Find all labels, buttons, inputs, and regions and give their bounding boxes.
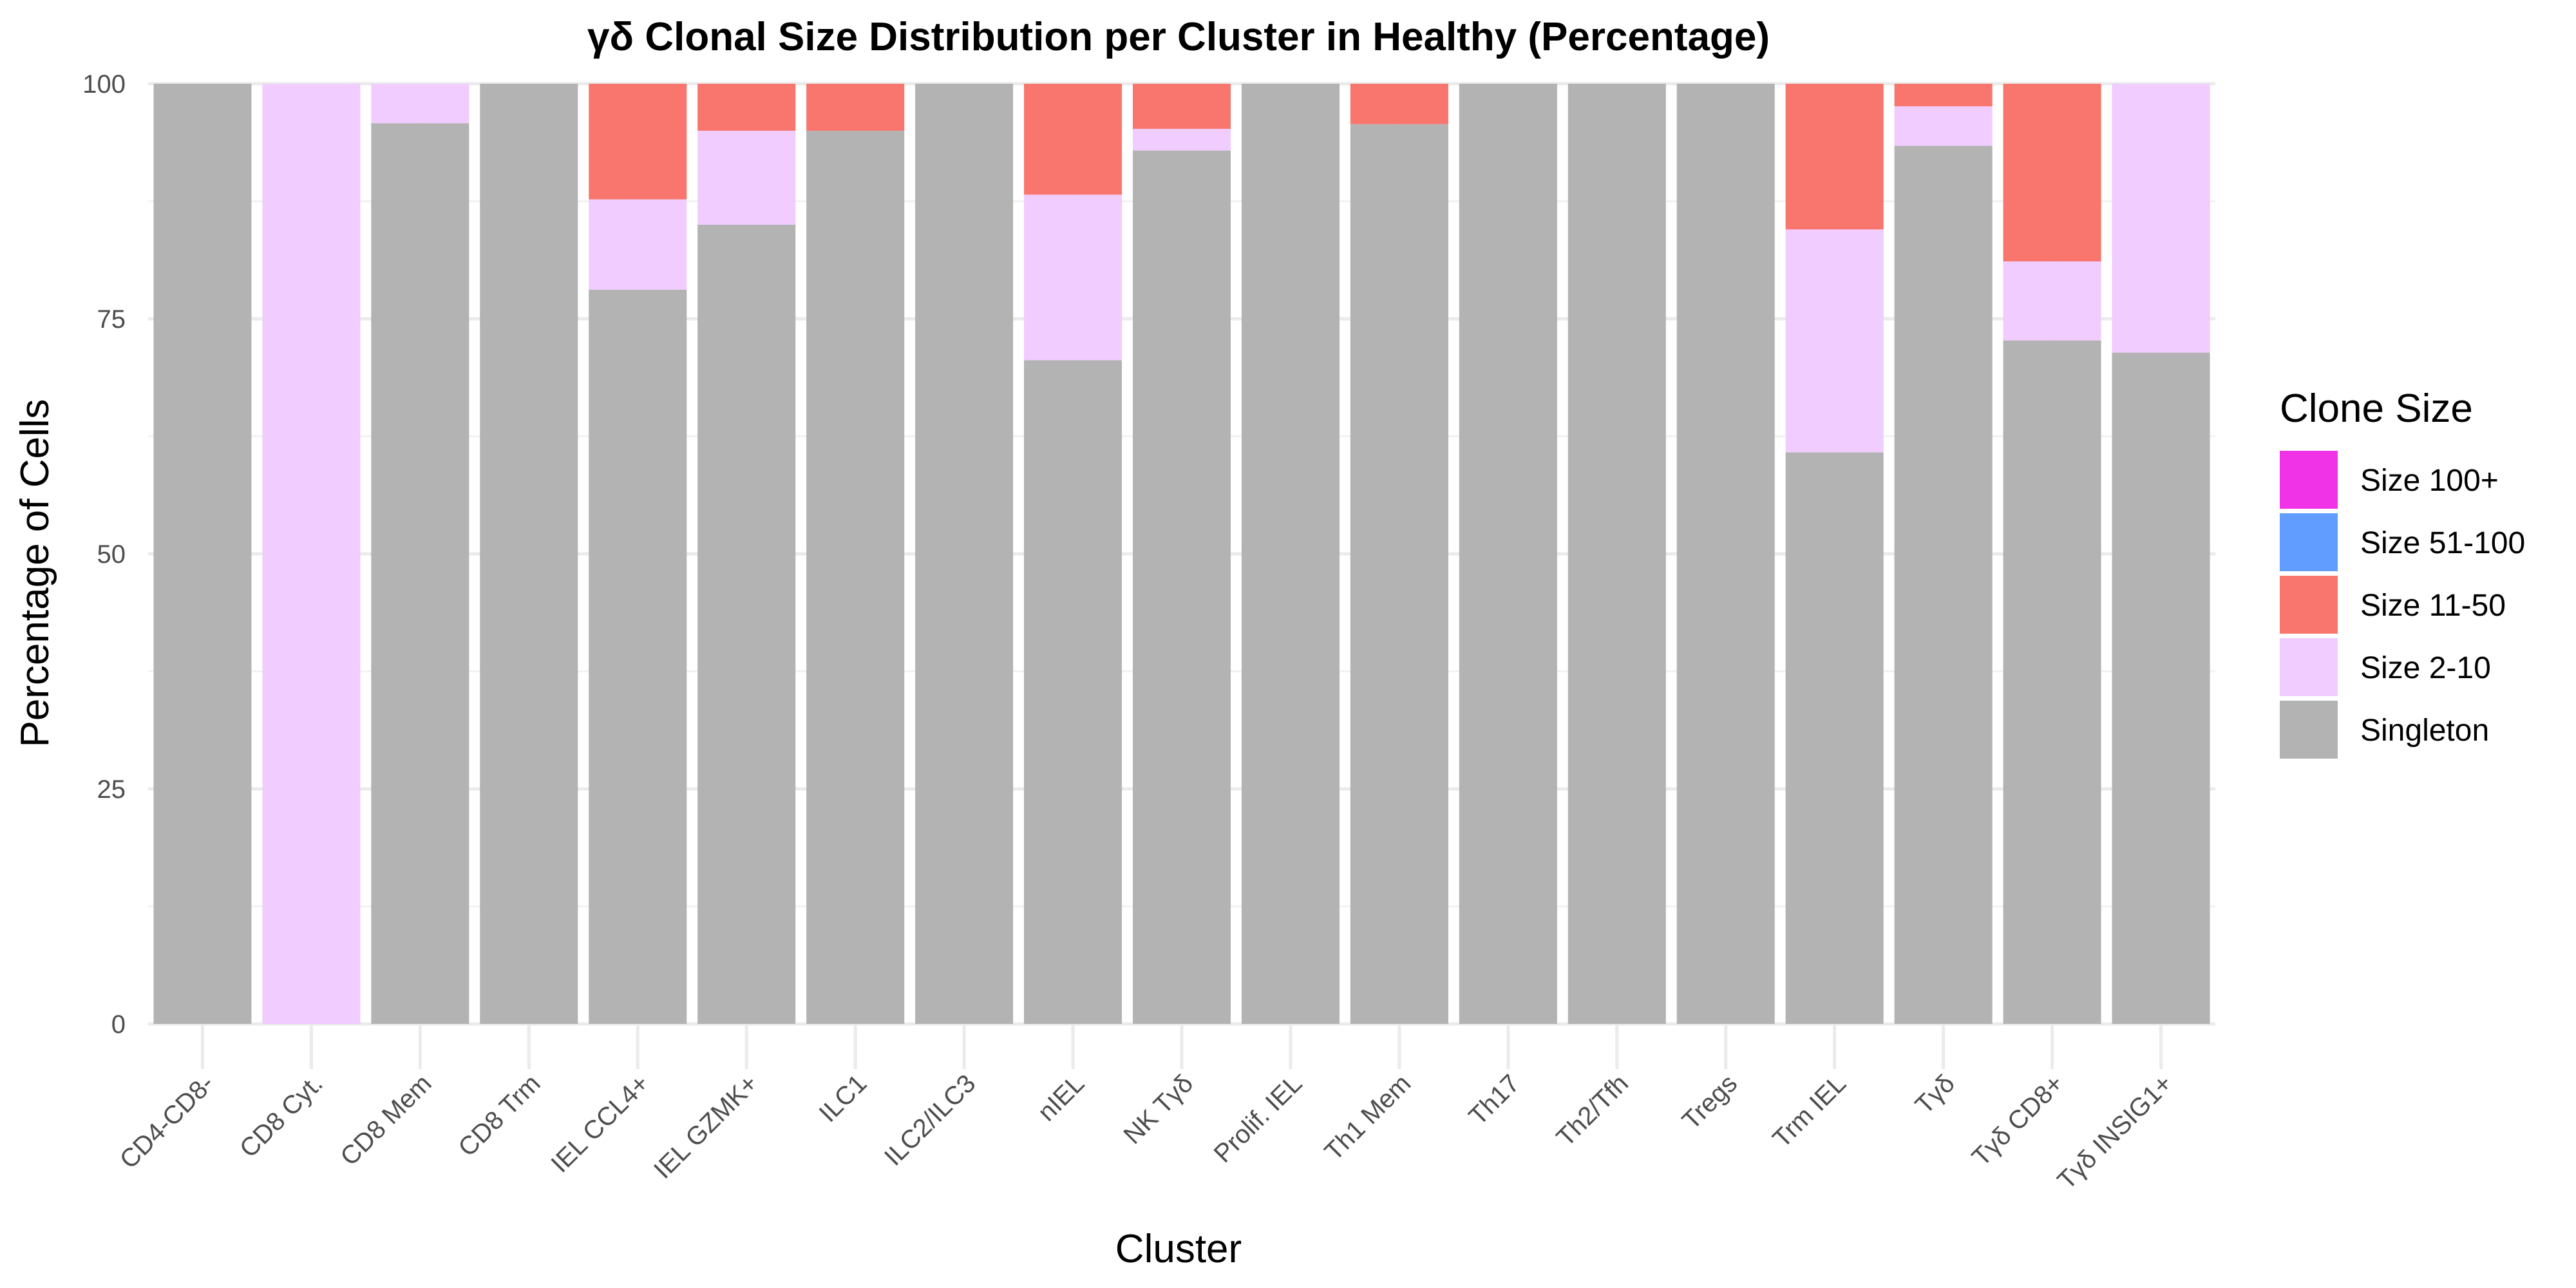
bar-segment <box>589 199 687 290</box>
bar-segment <box>2112 84 2210 353</box>
bar-segment <box>1785 229 1884 453</box>
bar-segment <box>1241 84 1340 1024</box>
bars <box>153 84 2210 1025</box>
bar-segment <box>2003 261 2101 341</box>
chart-title: γδ Clonal Size Distribution per Cluster … <box>587 15 1770 59</box>
bar-segment <box>697 225 796 1024</box>
x-axis-title: Cluster <box>1115 1227 1242 1271</box>
legend-label: Size 100+ <box>2360 464 2499 498</box>
bar-segment <box>1567 84 1666 1024</box>
bar-segment <box>806 84 905 131</box>
y-tick-label: 75 <box>97 305 126 334</box>
bar-segment <box>589 289 687 1024</box>
legend-title: Clone Size <box>2280 386 2473 431</box>
bar-segment <box>806 131 905 1024</box>
legend-label: Singleton <box>2360 714 2489 748</box>
x-tick-label: ILC2/ILC3 <box>879 1069 981 1171</box>
legend-label: Size 2-10 <box>2360 651 2491 685</box>
legend: Clone Size Size 100+ Size 51-100 Size 11-5… <box>2280 386 2525 759</box>
bar-segment <box>1132 150 1231 1024</box>
bar-segment <box>2003 84 2101 261</box>
x-tick-label: NK Tγδ <box>1118 1069 1198 1150</box>
bar-segment <box>480 84 578 1024</box>
y-axis-title: Percentage of Cells <box>13 399 57 747</box>
y-axis-ticks: 0 25 50 75 100 <box>82 70 126 1039</box>
y-tick-label: 50 <box>97 540 126 569</box>
legend-label: Size 11-50 <box>2360 589 2506 623</box>
bar-segment <box>589 84 687 200</box>
bar-segment <box>1132 84 1231 129</box>
bar-segment <box>2003 340 2101 1024</box>
x-tick-label: Tregs <box>1677 1069 1743 1135</box>
legend-swatch <box>2280 638 2338 696</box>
y-tick-label: 100 <box>82 70 126 99</box>
x-tick-label: CD4-CD8- <box>115 1069 220 1174</box>
bar-segment <box>153 84 252 1024</box>
legend-swatch <box>2280 701 2338 759</box>
bar-segment <box>1024 360 1122 1024</box>
bar-segment <box>2112 352 2210 1024</box>
bar-segment <box>697 131 796 225</box>
x-tick-label: Prolif. IEL <box>1209 1069 1308 1168</box>
x-tick-label: IEL GZMK+ <box>649 1069 764 1184</box>
x-tick-label: CD8 Trm <box>453 1069 545 1162</box>
bar-segment <box>697 84 796 131</box>
x-tick-label: Trm IEL <box>1767 1069 1852 1153</box>
bar-segment <box>915 84 1014 1024</box>
bar-segment <box>1785 452 1884 1024</box>
x-tick-label: Tγδ <box>1910 1069 1960 1119</box>
y-tick-label: 0 <box>111 1010 126 1039</box>
bar-segment <box>1459 84 1557 1024</box>
x-tick-label: CD8 Mem <box>335 1069 437 1171</box>
x-tick-label: Th17 <box>1464 1069 1526 1131</box>
bar-segment <box>1894 106 1993 146</box>
legend-label: Size 51-100 <box>2360 526 2525 560</box>
bar-segment <box>1894 84 1993 107</box>
x-tick-label: Tγδ CD8+ <box>1967 1069 2069 1171</box>
x-tick-label: nIEL <box>1032 1069 1090 1126</box>
x-tick-label: IEL CCL4+ <box>545 1069 654 1178</box>
bar-segment <box>1350 84 1448 124</box>
x-tick-label: Tγδ INSIG1+ <box>2052 1069 2177 1195</box>
bar-segment <box>371 84 469 124</box>
bar-segment <box>371 123 469 1024</box>
bar-segment <box>1024 194 1122 361</box>
x-tick-label: Th1 Mem <box>1320 1069 1417 1166</box>
bar-segment <box>1894 146 1993 1025</box>
x-tick-label: Th2/Tfh <box>1551 1069 1634 1152</box>
legend-swatch <box>2280 576 2338 634</box>
x-tick-label: CD8 Cyt. <box>234 1069 328 1163</box>
bar-segment <box>1676 84 1775 1024</box>
bar-segment <box>1350 124 1448 1024</box>
x-tick-label: ILC1 <box>814 1069 873 1128</box>
bar-segment <box>1132 129 1231 151</box>
bar-segment <box>1785 84 1884 230</box>
bar-segment <box>262 84 361 1024</box>
legend-swatch <box>2280 451 2338 509</box>
legend-swatch <box>2280 513 2338 571</box>
x-axis-ticks: CD4-CD8- CD8 Cyt. CD8 Mem CD8 Trm IEL CCL4+I… <box>115 1069 2178 1195</box>
bar-segment <box>1024 84 1122 195</box>
y-tick-label: 25 <box>97 775 126 804</box>
